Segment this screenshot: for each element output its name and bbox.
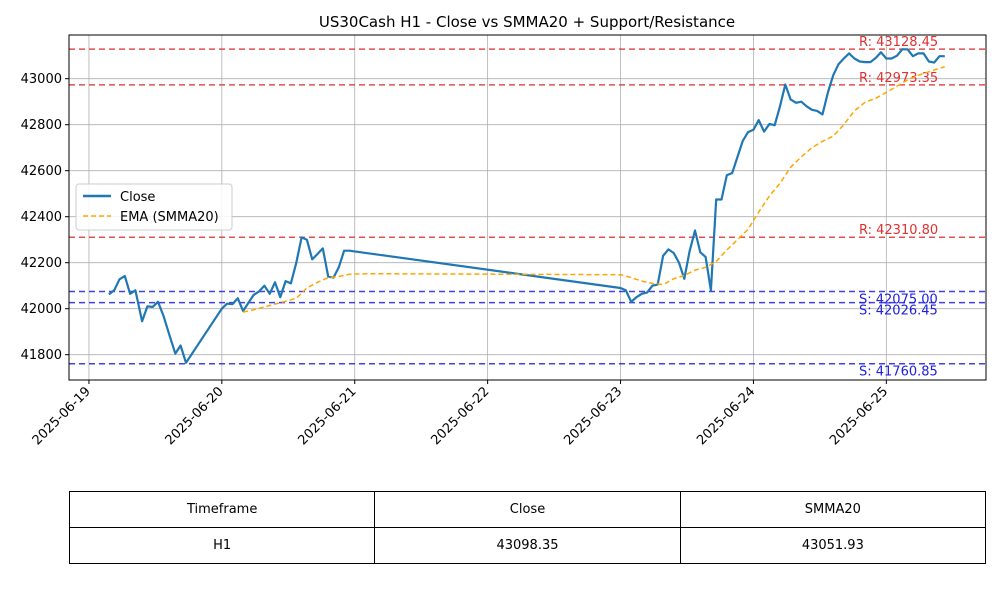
chart-title: US30Cash H1 - Close vs SMMA20 + Support/… bbox=[319, 13, 735, 31]
support-resistance-levels: R: 43128.45R: 42973.35R: 42310.80S: 4207… bbox=[69, 35, 986, 380]
y-tick-label: 42800 bbox=[21, 118, 62, 133]
table-header-cell: Timeframe bbox=[68, 491, 376, 528]
table-cell-smma20: 43051.93 bbox=[679, 527, 987, 564]
table-header-row: Timeframe Close SMMA20 bbox=[68, 491, 987, 528]
legend-box bbox=[75, 183, 233, 231]
legend-smma-label: EMA (SMMA20) bbox=[120, 210, 219, 225]
resistance-label: R: 42310.80 bbox=[859, 223, 938, 238]
support-label: S: 41760.85 bbox=[859, 365, 938, 380]
chart: US30Cash H1 - Close vs SMMA20 + Support/… bbox=[21, 13, 987, 448]
plot-frame bbox=[68, 34, 987, 381]
resistance-label: R: 43128.45 bbox=[859, 35, 938, 50]
table-header-cell: Close bbox=[374, 491, 681, 528]
x-tick-label: 2025-06-21 bbox=[296, 384, 360, 448]
smma20-series-line bbox=[242, 65, 946, 313]
y-tick-label: 42200 bbox=[21, 256, 62, 271]
y-tick-label: 43000 bbox=[21, 72, 62, 87]
series bbox=[108, 48, 946, 364]
x-axis: 2025-06-19 2025-06-20 2025-06-21 2025-06-22… bbox=[30, 380, 891, 448]
y-tick-label: 42600 bbox=[21, 164, 62, 179]
x-tick-label: 2025-06-24 bbox=[694, 384, 758, 448]
legend: Close EMA (SMMA20) bbox=[75, 183, 233, 231]
support-label: S: 42026.45 bbox=[859, 304, 938, 319]
summary-table: Timeframe Close SMMA20 H1 43098.35 43051… bbox=[68, 491, 987, 564]
grid bbox=[69, 35, 986, 380]
table-row: H1 43098.35 43051.93 bbox=[68, 527, 987, 564]
table-header-cell: SMMA20 bbox=[679, 491, 987, 528]
y-tick-label: 42000 bbox=[21, 302, 62, 317]
legend-close-label: Close bbox=[120, 190, 155, 205]
table-cell-close: 43098.35 bbox=[374, 527, 681, 564]
y-tick-label: 41800 bbox=[21, 348, 62, 363]
x-tick-label: 2025-06-23 bbox=[561, 384, 625, 448]
x-tick-label: 2025-06-22 bbox=[428, 384, 492, 448]
close-series-line bbox=[108, 48, 945, 364]
support-label: S: 42075.00 bbox=[859, 292, 938, 307]
y-tick-label: 42400 bbox=[21, 210, 62, 225]
x-tick-label: 2025-06-19 bbox=[30, 384, 94, 448]
table-cell-timeframe: H1 bbox=[68, 527, 376, 564]
y-axis: 41800 42000 42200 42400 42600 42800 43000 bbox=[21, 72, 69, 363]
x-tick-label: 2025-06-20 bbox=[163, 384, 227, 448]
x-tick-label: 2025-06-25 bbox=[827, 384, 891, 448]
